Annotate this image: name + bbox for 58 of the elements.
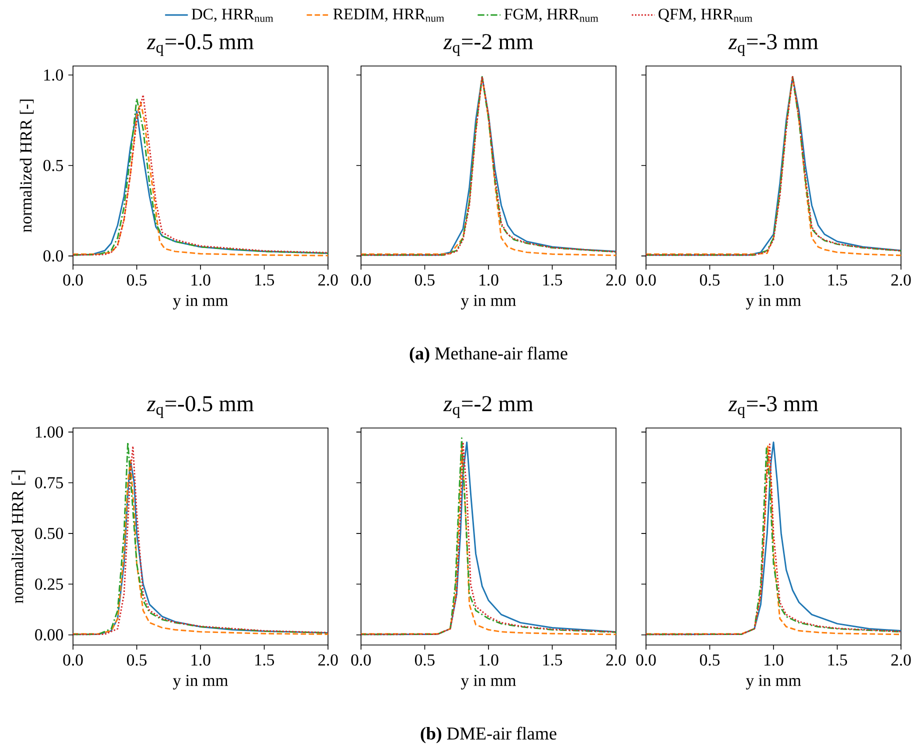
x-tick-label: 2.0 (606, 274, 626, 286)
x-tick-label: 2.0 (891, 274, 911, 286)
legend-label: QFM, HRR$_{num}$ (658, 8, 752, 22)
y-tick-label: 0.50 (35, 528, 63, 540)
x-tick-label: 0.5 (700, 654, 720, 666)
y-tick-label: 0.5 (43, 160, 63, 172)
x-tick-label: 2.0 (318, 274, 338, 286)
x-axis-title: y in mm (746, 674, 801, 690)
x-tick-label: 1.5 (255, 654, 274, 666)
chart-title: z$_{q}$=-0.5 mm (146, 34, 254, 56)
x-tick-label: 2.0 (606, 654, 626, 666)
text: (b) DME-air flame (420, 726, 556, 744)
text: (a) Methane-air flame (410, 346, 568, 364)
x-axis-title: y in mm (460, 674, 516, 690)
x-tick-label: 1.5 (828, 274, 848, 286)
chart-title: z$_{q}$=-2 mm (443, 396, 534, 418)
x-tick-label: 1.0 (764, 654, 784, 666)
chart-title: z$_{q}$=-2 mm (443, 34, 534, 56)
y-tick-label: 0.00 (35, 629, 63, 640)
legend-label: REDIM, HRR$_{num}$ (333, 8, 444, 22)
x-tick-label: 1.5 (543, 654, 562, 666)
y-tick-label: 0.25 (35, 578, 63, 590)
x-tick-label: 0.0 (351, 274, 371, 286)
x-tick-label: 0.0 (63, 274, 83, 286)
x-tick-label: 0.0 (63, 654, 83, 666)
y-axis-title: normalized HRR [-] (12, 470, 26, 604)
chart-title: z$_{q}$=-3 mm (728, 396, 818, 418)
y-tick-label: 1.0 (44, 69, 63, 81)
x-tick-label: 0.0 (636, 654, 656, 666)
x-tick-label: 1.5 (255, 274, 274, 286)
x-tick-label: 1.5 (543, 274, 562, 286)
x-axis-title: y in mm (172, 294, 228, 310)
x-tick-label: 1.0 (480, 274, 498, 286)
x-axis-title: y in mm (172, 674, 228, 690)
legend-label: FGM, HRR$_{num}$ (504, 8, 598, 22)
x-tick-label: 0.5 (126, 274, 147, 286)
y-tick-label: 0.0 (43, 250, 63, 262)
chart-title: z$_{q}$=-3 mm (728, 34, 818, 56)
x-axis-title: y in mm (460, 294, 516, 310)
legend-label: DC, HRR$_{num}$ (192, 8, 274, 22)
x-tick-label: 0.5 (126, 654, 147, 666)
x-tick-label: 1.0 (192, 274, 210, 286)
x-axis-title: y in mm (746, 294, 801, 310)
x-tick-label: 2.0 (891, 654, 911, 666)
x-tick-label: 1.5 (828, 654, 848, 666)
chart-title: z$_{q}$=-0.5 mm (146, 396, 254, 418)
x-tick-label: 0.0 (636, 274, 656, 286)
x-tick-label: 1.0 (192, 654, 210, 666)
x-tick-label: 0.5 (414, 654, 435, 666)
y-tick-label: 1.00 (36, 426, 63, 438)
x-tick-label: 0.0 (351, 654, 371, 666)
x-tick-label: 1.0 (480, 654, 498, 666)
x-tick-label: 0.5 (414, 274, 435, 286)
y-tick-label: 0.75 (35, 477, 63, 488)
x-tick-label: 0.5 (700, 274, 720, 286)
y-axis-title: normalized HRR [-] (20, 100, 34, 232)
x-tick-label: 2.0 (318, 654, 338, 666)
x-tick-label: 1.0 (764, 274, 784, 286)
